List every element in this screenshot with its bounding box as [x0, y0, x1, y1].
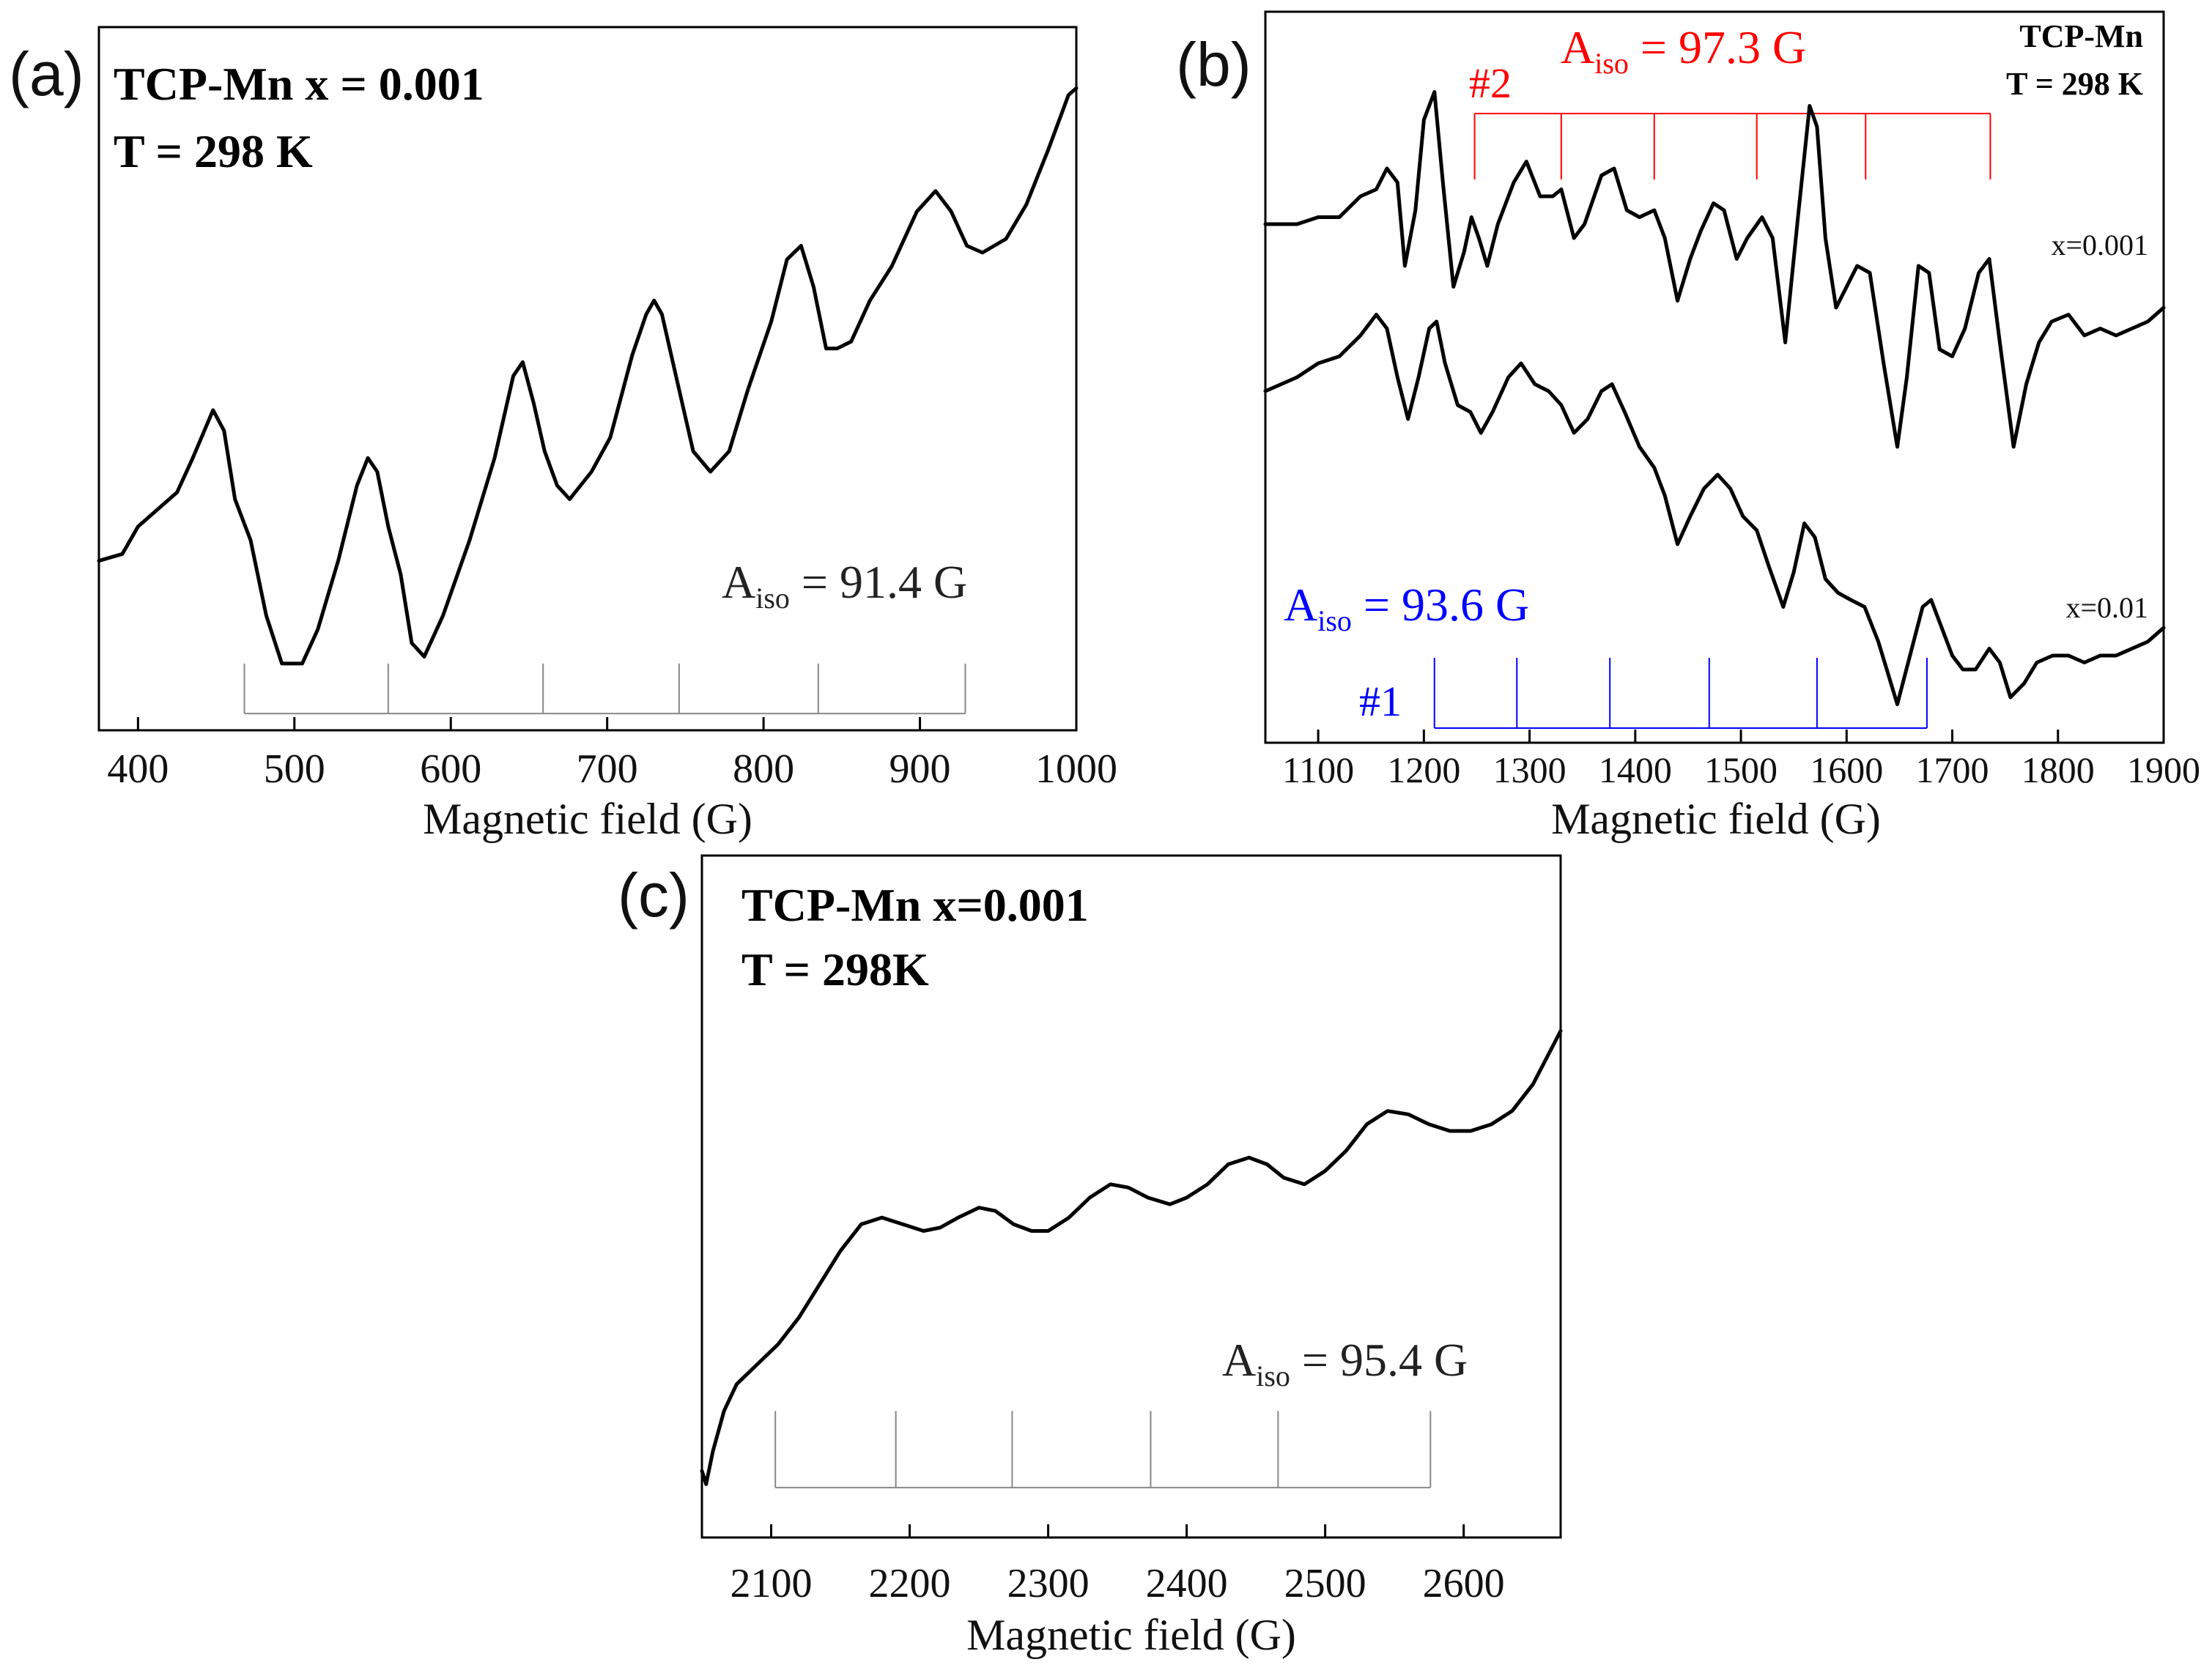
panel-b-x-axis: 1100 1200 1300 1400 1500 1600 1700 1800 1900 [1282, 730, 2200, 790]
panel-c-x-axis: 2100 2200 2300 2400 2500 2600 [730, 1524, 1505, 1606]
panel-c-x-tick-label-0: 2100 [730, 1561, 813, 1606]
panel-b-stick-patterns [1433, 113, 1991, 729]
panel-c-x-tick-label-3: 2400 [1146, 1561, 1228, 1606]
panel-b-letter: (b) [1176, 30, 1251, 99]
panel-c-x-tick-label-2: 2300 [1007, 1561, 1090, 1606]
panel-a-stick-pattern [243, 663, 966, 715]
panel-b-x-tick-label-0: 1100 [1282, 749, 1354, 790]
panel-c-x-axis-label: Magnetic field (G) [966, 1611, 1296, 1659]
panel-a-aiso-label: Aiso = 91.4 G [722, 556, 967, 615]
panel-c-frame [700, 854, 1562, 1539]
panel-b-trace-2 [1263, 313, 2166, 706]
panel-b: (b) TCP-Mn T = 298 K Aiso = 97.3 G #2 Ai… [1176, 10, 2200, 843]
panel-c-annotation-line-2: T = 298K [741, 943, 929, 995]
panel-a-x-axis-label: Magnetic field (G) [423, 795, 752, 843]
panel-a-series [97, 86, 1079, 666]
panel-b-x-tick-label-6: 1700 [1916, 749, 1989, 790]
panel-a-frame [97, 26, 1078, 732]
panel-b-annotation-line-1: TCP-Mn [2019, 18, 2143, 54]
panel-b-red-pattern-label: #2 [1469, 59, 1512, 107]
panel-b-blue-pattern-label: #1 [1359, 678, 1402, 725]
panel-b-x-tick-label-1: 1200 [1387, 749, 1460, 790]
panel-c-series [700, 1029, 1563, 1486]
panel-b-series-label-1: x=0.001 [2051, 229, 2148, 261]
panel-b-x-tick-label-8: 1900 [2127, 749, 2200, 790]
panel-a: (a) TCP-Mn x = 0.001 T = 298 K Aiso = 91… [9, 26, 1117, 843]
panel-b-x-tick-label-4: 1500 [1704, 749, 1778, 790]
panel-b-x-tick-label-2: 1300 [1493, 749, 1566, 790]
panel-a-x-axis: 400 500 600 700 800 900 1000 [107, 717, 1117, 792]
panel-a-x-tick-label-1: 500 [264, 746, 325, 792]
panel-b-x-tick-label-3: 1400 [1599, 749, 1672, 790]
panel-a-letter: (a) [9, 40, 84, 108]
panel-c-letter: (c) [618, 861, 689, 930]
panel-b-x-tick-label-7: 1800 [2021, 749, 2095, 790]
panel-a-x-tick-label-4: 800 [733, 746, 794, 792]
panel-a-x-tick-label-3: 700 [577, 746, 638, 792]
panel-c-x-tick-label-5: 2600 [1423, 1561, 1505, 1606]
panel-a-x-tick-label-5: 900 [889, 746, 951, 792]
panel-c-stick-pattern [774, 1411, 1432, 1488]
panel-b-frame [1264, 10, 2165, 744]
panel-b-series [1263, 90, 2166, 706]
panel-c-x-tick-label-4: 2500 [1284, 1561, 1366, 1606]
panel-b-red-aiso-label: Aiso = 97.3 G [1561, 21, 1806, 80]
panel-b-trace-1 [1263, 90, 2166, 449]
panel-a-trace [97, 86, 1079, 666]
panel-b-series-label-2: x=0.01 [2065, 591, 2148, 624]
panel-b-annotation-line-2: T = 298 K [2006, 66, 2143, 102]
panel-a-x-tick-label-0: 400 [107, 746, 169, 792]
panel-a-x-tick-label-6: 1000 [1035, 746, 1117, 792]
panel-b-x-axis-label: Magnetic field (G) [1551, 795, 1881, 843]
panel-c-aiso-label: Aiso = 95.4 G [1222, 1334, 1468, 1392]
panel-c-x-tick-label-1: 2200 [869, 1561, 951, 1606]
panel-a-annotation-line-1: TCP-Mn x = 0.001 [114, 58, 484, 110]
panel-a-annotation-line-2: T = 298 K [114, 125, 313, 177]
panel-c-annotation-line-1: TCP-Mn x=0.001 [741, 879, 1089, 931]
panel-b-blue-aiso-label: Aiso = 93.6 G [1284, 579, 1529, 637]
panel-c-trace [700, 1029, 1563, 1486]
panel-b-x-tick-label-5: 1600 [1810, 749, 1883, 790]
panel-a-x-tick-label-2: 600 [420, 746, 481, 792]
panel-c: (c) TCP-Mn x=0.001 T = 298K Aiso = 95.4 … [618, 854, 1563, 1659]
